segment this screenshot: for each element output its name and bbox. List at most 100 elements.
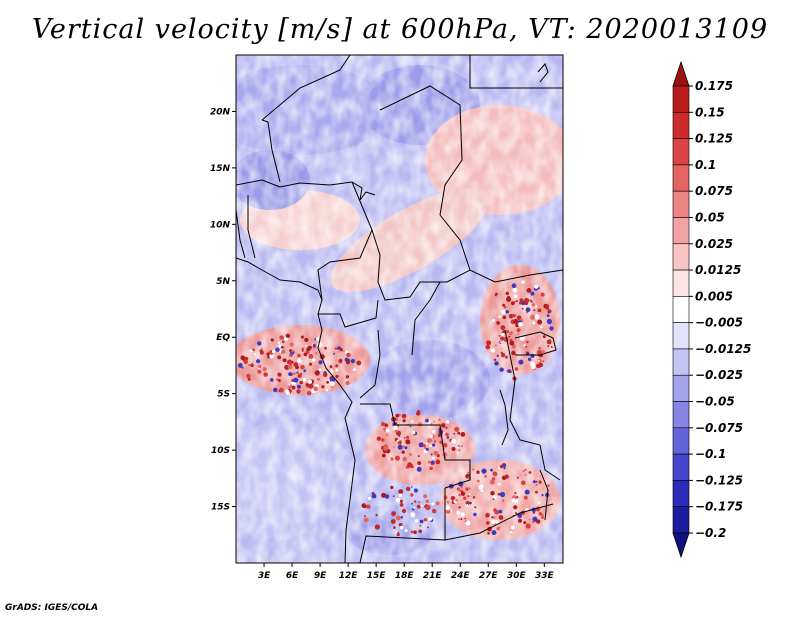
speckle	[404, 529, 408, 533]
speckle	[524, 469, 527, 471]
speckle	[409, 453, 412, 456]
speckle	[248, 364, 251, 366]
speckle	[350, 359, 355, 364]
speckle	[309, 362, 313, 366]
speckle	[431, 508, 437, 514]
speckle	[499, 491, 506, 498]
speckle	[277, 341, 280, 344]
lake-tanganyika	[499, 389, 509, 446]
speckle	[496, 354, 499, 357]
speckle	[523, 495, 528, 500]
speckle	[289, 342, 294, 347]
speckle	[547, 484, 550, 487]
speckle	[492, 477, 496, 481]
speckle	[331, 385, 334, 388]
speckle	[270, 378, 274, 382]
speckle	[532, 321, 536, 325]
speckle	[375, 514, 378, 517]
speckle	[538, 480, 542, 484]
speckle	[492, 498, 495, 501]
speckle	[356, 360, 362, 366]
lon-tick-label: 18E	[395, 571, 415, 581]
speckle	[529, 299, 532, 302]
speckle	[403, 436, 406, 439]
speckle	[380, 421, 386, 427]
speckle	[538, 512, 543, 516]
speckle	[420, 504, 423, 507]
lake-malawi	[539, 469, 549, 521]
speckle	[495, 344, 497, 347]
speckle	[257, 341, 262, 346]
speckle	[432, 456, 435, 459]
speckle	[467, 471, 470, 475]
speckle	[292, 379, 294, 381]
speckle	[517, 333, 520, 335]
convective-speckles	[237, 280, 554, 537]
speckle	[291, 385, 296, 390]
speckle	[476, 479, 480, 483]
speckle	[429, 444, 432, 447]
speckle	[404, 446, 408, 450]
speckle	[412, 508, 415, 511]
speckle	[388, 457, 391, 460]
speckle	[434, 440, 437, 443]
speckle	[464, 517, 467, 520]
speckle	[324, 346, 327, 350]
colorbar-label: −0.2	[695, 526, 726, 540]
speckle	[460, 491, 466, 496]
speckle	[278, 379, 281, 382]
speckle	[313, 386, 319, 392]
speckle	[523, 521, 527, 525]
colorbar-segment	[672, 348, 690, 376]
speckle	[429, 466, 433, 471]
speckle	[306, 347, 311, 352]
lon-tick-label: 21E	[423, 571, 443, 581]
speckle	[399, 499, 403, 503]
speckle	[472, 468, 475, 471]
speckle	[535, 480, 538, 483]
speckle	[467, 495, 470, 498]
speckle	[532, 516, 538, 522]
lake-victoria	[514, 331, 557, 356]
speckle	[402, 456, 407, 462]
speckle	[272, 350, 276, 354]
speckle	[493, 508, 497, 512]
colorbar-segment	[672, 453, 690, 481]
speckle	[425, 442, 428, 445]
colorbar-segment	[672, 269, 690, 297]
speckle	[463, 496, 467, 500]
speckle	[502, 330, 506, 334]
speckle	[266, 352, 270, 356]
speckle	[338, 351, 340, 353]
speckle	[541, 494, 544, 497]
speckle	[305, 344, 308, 347]
speckle	[264, 373, 267, 375]
speckle	[523, 344, 526, 347]
speckle	[469, 501, 472, 505]
speckle	[393, 425, 398, 431]
speckle	[352, 368, 356, 371]
speckle	[457, 518, 461, 521]
speckle	[417, 455, 420, 458]
colorbar-label: −0.125	[695, 473, 743, 487]
speckle	[275, 347, 280, 352]
speckle	[259, 350, 264, 355]
speckle	[395, 515, 401, 521]
speckle	[491, 530, 497, 536]
speckle	[249, 349, 253, 353]
lon-tick-label: 33E	[535, 571, 555, 581]
speckle	[518, 518, 522, 523]
speckle	[335, 364, 339, 368]
speckle	[445, 505, 451, 511]
speckle	[466, 504, 469, 506]
speckle	[485, 512, 490, 518]
speckle	[367, 496, 372, 500]
speckle	[446, 436, 450, 439]
speckle	[430, 453, 433, 456]
speckle	[432, 443, 436, 447]
speckle	[484, 474, 487, 478]
speckle	[299, 380, 303, 385]
colorbar-segment	[672, 322, 690, 350]
speckle	[504, 474, 509, 479]
speckle	[411, 430, 416, 435]
